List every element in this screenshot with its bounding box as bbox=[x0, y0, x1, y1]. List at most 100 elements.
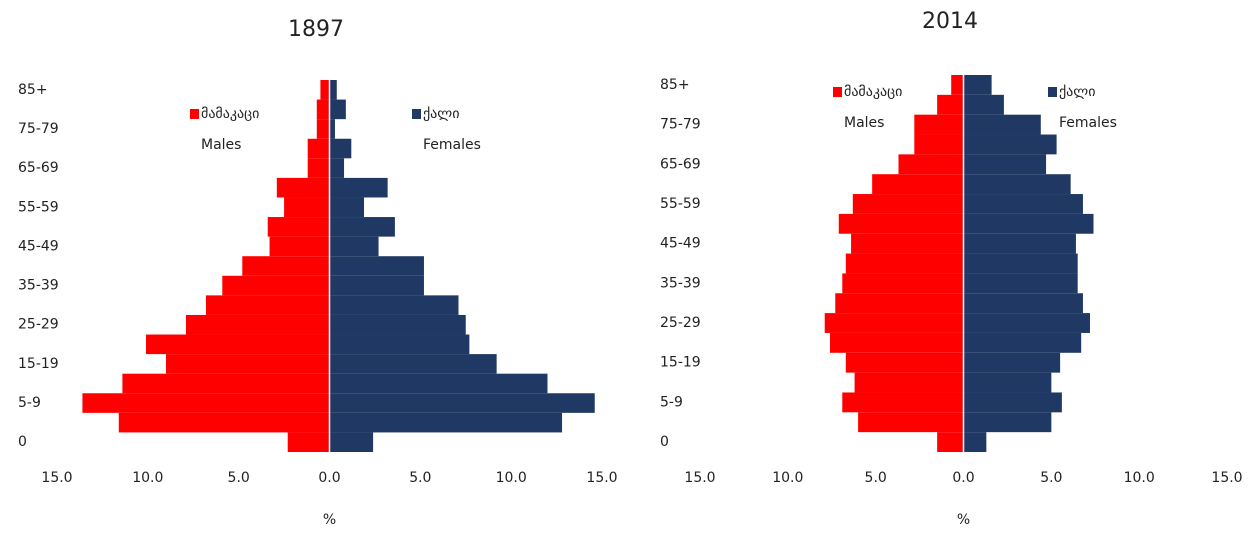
bar bbox=[937, 432, 964, 452]
bar bbox=[963, 233, 1076, 254]
y-tick-label: 55-59 bbox=[18, 199, 59, 215]
x-tick-label: 15.0 bbox=[684, 470, 715, 486]
bar bbox=[963, 174, 1071, 195]
y-tick-label: 0 bbox=[660, 434, 669, 450]
bar bbox=[963, 372, 1052, 393]
bar bbox=[284, 197, 330, 218]
x-tick-label: 15.0 bbox=[586, 470, 617, 486]
x-tick-label: 5.0 bbox=[409, 470, 431, 486]
x-tick-label: 5.0 bbox=[228, 470, 250, 486]
chart-title: 2014 bbox=[922, 9, 978, 34]
legend-swatch bbox=[190, 109, 199, 119]
bar bbox=[963, 94, 1004, 115]
bar bbox=[963, 114, 1041, 135]
bar bbox=[963, 432, 987, 452]
bar bbox=[872, 174, 964, 195]
bar bbox=[329, 432, 374, 452]
bar bbox=[951, 75, 964, 95]
chart-title: 1897 bbox=[288, 17, 344, 42]
y-tick-label: 15-19 bbox=[660, 355, 701, 371]
bar bbox=[845, 253, 964, 274]
bar bbox=[222, 275, 330, 296]
bar bbox=[838, 213, 964, 234]
bar bbox=[914, 114, 964, 135]
x-tick-label: 5.0 bbox=[1040, 470, 1062, 486]
legend-label: ქალი bbox=[423, 106, 459, 122]
bar bbox=[963, 412, 1052, 433]
bar bbox=[329, 314, 466, 335]
bar bbox=[963, 352, 1061, 373]
bar bbox=[329, 99, 346, 120]
bar bbox=[845, 352, 964, 373]
bar bbox=[307, 138, 330, 159]
legend-sublabel: Females bbox=[1059, 115, 1117, 131]
bar bbox=[329, 138, 352, 159]
bar bbox=[963, 392, 1062, 413]
y-tick-label: 25-29 bbox=[18, 317, 59, 333]
y-tick-label: 15-19 bbox=[18, 356, 59, 372]
bar bbox=[329, 119, 335, 139]
bar bbox=[329, 334, 470, 355]
bar bbox=[146, 334, 330, 355]
legend-label: მამაკაცი bbox=[844, 84, 902, 100]
x-tick-label: 0.0 bbox=[318, 470, 340, 486]
bar bbox=[963, 75, 992, 95]
bar bbox=[963, 293, 1083, 314]
y-tick-label: 65-69 bbox=[18, 160, 59, 176]
bar bbox=[963, 253, 1078, 274]
bar bbox=[914, 134, 964, 155]
bar bbox=[329, 275, 424, 296]
x-tick-label: 15.0 bbox=[1211, 470, 1242, 486]
y-tick-label: 5-9 bbox=[18, 395, 41, 411]
y-tick-label: 55-59 bbox=[660, 196, 701, 212]
bar bbox=[858, 412, 964, 433]
x-axis-label: % bbox=[323, 512, 336, 528]
bar bbox=[122, 373, 330, 394]
bar bbox=[242, 256, 330, 276]
x-tick-label: 5.0 bbox=[865, 470, 887, 486]
y-tick-label: 35-39 bbox=[18, 278, 59, 294]
y-tick-label: 45-49 bbox=[660, 236, 701, 252]
bar bbox=[963, 194, 1083, 214]
bar bbox=[854, 372, 964, 393]
bar bbox=[307, 158, 330, 178]
bar bbox=[316, 99, 330, 120]
x-tick-label: 10.0 bbox=[772, 470, 803, 486]
bar bbox=[329, 412, 563, 433]
legend-sublabel: Males bbox=[844, 115, 884, 131]
x-tick-label: 10.0 bbox=[1124, 470, 1155, 486]
bar bbox=[852, 194, 964, 214]
bar bbox=[329, 177, 388, 198]
x-axis-label: % bbox=[957, 512, 970, 528]
bar bbox=[329, 393, 595, 413]
x-tick-label: 0.0 bbox=[952, 470, 974, 486]
bar bbox=[166, 354, 330, 374]
bar bbox=[205, 295, 330, 315]
y-tick-label: 65-69 bbox=[660, 156, 701, 172]
bar bbox=[329, 354, 497, 374]
bar bbox=[287, 432, 330, 452]
bar bbox=[82, 393, 330, 413]
bar bbox=[118, 412, 330, 433]
bar bbox=[963, 134, 1057, 155]
x-tick-label: 10.0 bbox=[132, 470, 163, 486]
bar bbox=[329, 236, 379, 257]
y-tick-label: 25-29 bbox=[660, 315, 701, 331]
bar bbox=[824, 313, 964, 333]
bar bbox=[329, 295, 459, 315]
bar bbox=[329, 197, 365, 218]
y-tick-label: 35-39 bbox=[660, 275, 701, 291]
legend-label: მამაკაცი bbox=[201, 106, 259, 122]
bar bbox=[842, 273, 964, 294]
legend-swatch bbox=[833, 87, 842, 97]
bar bbox=[269, 236, 330, 257]
y-tick-label: 85+ bbox=[18, 82, 48, 98]
bar bbox=[963, 154, 1047, 175]
bar bbox=[329, 80, 337, 100]
bar bbox=[963, 273, 1078, 294]
bar bbox=[842, 392, 964, 413]
bar bbox=[329, 373, 548, 394]
y-tick-label: 75-79 bbox=[18, 121, 59, 137]
bar bbox=[185, 314, 330, 335]
